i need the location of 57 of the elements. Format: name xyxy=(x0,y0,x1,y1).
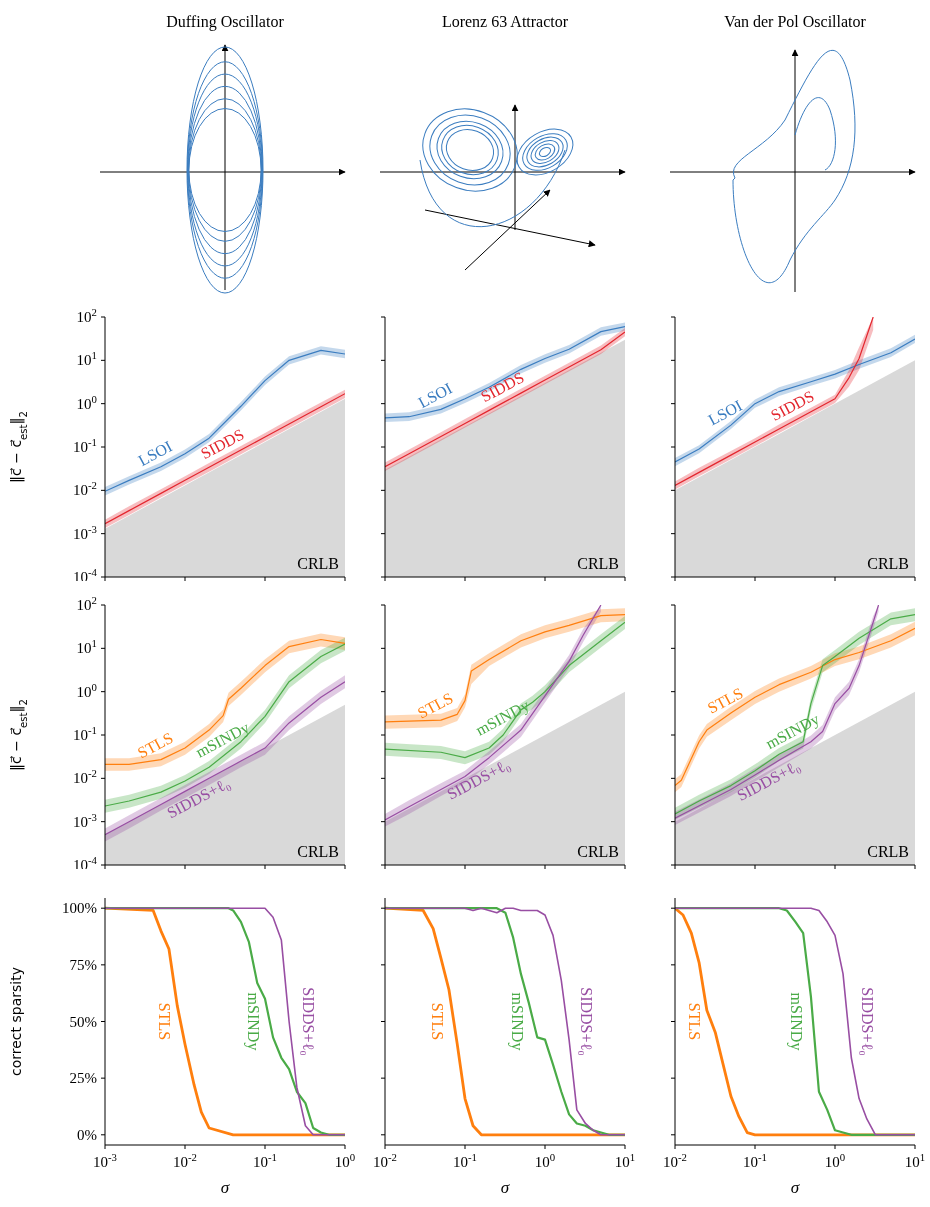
y-tick-label: 10$^{2}$ xyxy=(76,306,97,325)
y-tick-label: 0% xyxy=(77,1126,97,1143)
y-tick-label: 10$^{-2}$ xyxy=(73,767,97,787)
x-axis-title: σ xyxy=(500,1178,510,1197)
text: SIDDS+ℓ₀ xyxy=(859,987,877,1056)
y-tick-label: 10$^{1}$ xyxy=(76,637,97,657)
text: LSOI xyxy=(135,437,175,470)
y-tick-label: 50% xyxy=(69,1013,97,1030)
x-tick-label: 10$^{0}$ xyxy=(824,1151,846,1170)
text: SIDDS+ℓ₀ xyxy=(578,987,596,1056)
series-label: CRLB xyxy=(577,843,619,860)
x-tick-label: 10$^{-2}$ xyxy=(173,1151,197,1170)
x-tick-label: 10$^{-3}$ xyxy=(93,1151,117,1170)
text: STLS xyxy=(686,1002,704,1041)
y-tick-label: 10$^{2}$ xyxy=(76,594,97,613)
series-label: CRLB xyxy=(867,843,909,860)
series-label: CRLB xyxy=(577,555,619,572)
y-tick-label: 75% xyxy=(69,956,97,973)
x-tick-label: 10$^{-2}$ xyxy=(373,1151,397,1170)
text: Lorenz 63 Attractor xyxy=(441,13,569,30)
text: STLS xyxy=(429,1002,447,1041)
x-axis-title: σ xyxy=(790,1178,800,1197)
y-tick-label: 10$^{-3}$ xyxy=(73,522,97,542)
y-tick-label: 10$^{0}$ xyxy=(76,392,97,412)
text: STLS xyxy=(704,684,746,717)
x-tick-label: 10$^{-1}$ xyxy=(453,1151,477,1170)
x-tick-label: 10$^{0}$ xyxy=(534,1151,556,1170)
x-axis-title: σ xyxy=(220,1178,230,1197)
text: STLS xyxy=(134,728,176,762)
y-axis-title: correct sparsity xyxy=(8,967,24,1076)
series-label: CRLB xyxy=(867,555,909,572)
text: mSINDy xyxy=(507,992,526,1051)
text: Van der Pol Oscillator xyxy=(724,13,867,30)
y-tick-label: 10$^{-1}$ xyxy=(73,436,97,455)
text: LSOI xyxy=(705,396,745,429)
text: STLS xyxy=(155,1002,173,1041)
y-tick-label: 10$^{0}$ xyxy=(76,680,97,700)
series-label: CRLB xyxy=(297,555,339,572)
y-tick-label: 100% xyxy=(62,900,97,917)
text: Duffing Oscillator xyxy=(166,13,285,31)
series-label: CRLB xyxy=(297,843,339,860)
x-tick-label: 10$^{1}$ xyxy=(904,1151,926,1170)
y-tick-label: 10$^{-2}$ xyxy=(73,479,97,499)
x-tick-label: 10$^{0}$ xyxy=(334,1151,356,1170)
text: mSINDy xyxy=(787,992,806,1051)
text: SIDDS+ℓ₀ xyxy=(300,987,318,1056)
text: STLS xyxy=(414,689,456,722)
y-tick-label: 10$^{1}$ xyxy=(76,349,97,369)
text: mSINDy xyxy=(244,992,263,1051)
x-tick-label: 10$^{-1}$ xyxy=(253,1151,277,1170)
text: LSOI xyxy=(415,379,455,412)
x-tick-label: 10$^{1}$ xyxy=(614,1151,636,1170)
y-tick-label: 10$^{-1}$ xyxy=(73,724,97,743)
x-tick-label: 10$^{-2}$ xyxy=(663,1151,687,1170)
y-tick-label: 10$^{-3}$ xyxy=(73,810,97,830)
x-tick-label: 10$^{-1}$ xyxy=(743,1151,767,1170)
y-tick-label: 25% xyxy=(69,1070,97,1087)
